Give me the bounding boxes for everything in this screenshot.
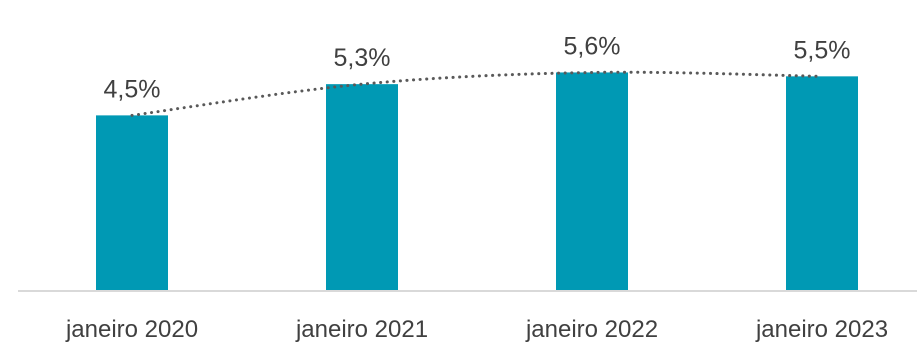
bar-3 [556, 72, 628, 291]
x-tick-label-1: janeiro 2020 [65, 316, 198, 343]
bar-1 [96, 115, 168, 291]
data-label-1: 4,5% [104, 75, 161, 103]
bars-layer [96, 72, 858, 292]
x-tick-label-3: janeiro 2022 [525, 316, 658, 343]
bar-2 [326, 84, 398, 292]
trendline-layer [130, 70, 824, 117]
x-tick-label-2: janeiro 2021 [295, 316, 428, 343]
trendline [130, 70, 824, 117]
data-label-4: 5,5% [794, 36, 851, 64]
bar-4 [786, 76, 858, 291]
x-tick-labels-layer: janeiro 2020 janeiro 2021 janeiro 2022 jane… [65, 316, 888, 343]
x-tick-label-4: janeiro 2023 [755, 316, 888, 343]
data-labels-layer: 4,5% 5,3% 5,6% 5,5% [104, 32, 851, 103]
data-label-3: 5,6% [564, 32, 621, 60]
data-label-2: 5,3% [334, 44, 391, 72]
